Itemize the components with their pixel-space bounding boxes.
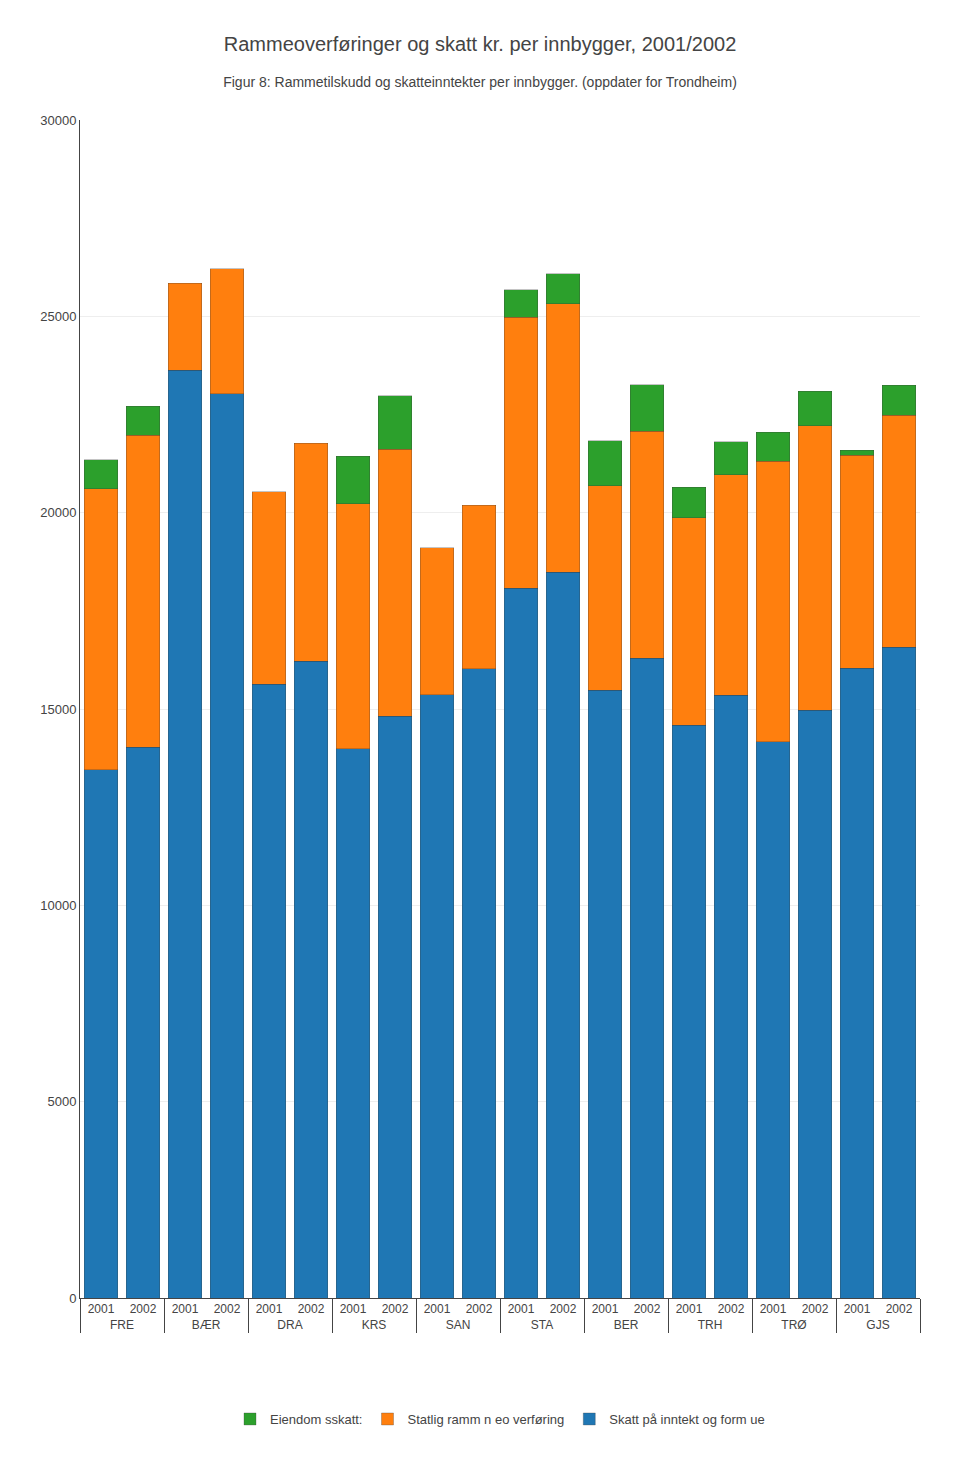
svg-text:2001: 2001: [508, 1302, 535, 1316]
svg-text:2002: 2002: [886, 1302, 913, 1316]
svg-text:2002: 2002: [130, 1302, 157, 1316]
svg-text:15000: 15000: [40, 702, 76, 717]
svg-text:25000: 25000: [40, 309, 76, 324]
svg-text:30000: 30000: [40, 113, 76, 128]
svg-text:STA: STA: [531, 1318, 553, 1332]
svg-text:TRH: TRH: [698, 1318, 723, 1332]
svg-text:2001: 2001: [676, 1302, 703, 1316]
svg-text:2001: 2001: [844, 1302, 871, 1316]
svg-text:TRØ: TRØ: [781, 1318, 806, 1332]
svg-text:2001: 2001: [592, 1302, 619, 1316]
svg-text:2002: 2002: [718, 1302, 745, 1316]
svg-text:2001: 2001: [88, 1302, 115, 1316]
svg-text:2001: 2001: [760, 1302, 787, 1316]
svg-text:BER: BER: [614, 1318, 639, 1332]
svg-text:BÆR: BÆR: [192, 1318, 221, 1332]
svg-text:DRA: DRA: [277, 1318, 302, 1332]
svg-text:GJS: GJS: [866, 1318, 889, 1332]
svg-text:2002: 2002: [214, 1302, 241, 1316]
svg-text:10000: 10000: [40, 898, 76, 913]
svg-text:2002: 2002: [550, 1302, 577, 1316]
svg-text:Statlig ramm n eo verføring: Statlig ramm n eo verføring: [408, 1412, 565, 1427]
svg-text:2001: 2001: [340, 1302, 367, 1316]
svg-text:KRS: KRS: [362, 1318, 387, 1332]
svg-text:2002: 2002: [634, 1302, 661, 1316]
svg-text:Skatt på inntekt og form ue: Skatt på inntekt og form ue: [609, 1412, 764, 1427]
svg-text:2001: 2001: [256, 1302, 283, 1316]
svg-text:5000: 5000: [47, 1094, 76, 1109]
svg-text:2002: 2002: [298, 1302, 325, 1316]
svg-text:SAN: SAN: [446, 1318, 471, 1332]
svg-text:2001: 2001: [424, 1302, 451, 1316]
svg-text:Rammeoverføringer og skatt kr.: Rammeoverføringer og skatt kr. per innby…: [224, 33, 737, 55]
svg-text:20000: 20000: [40, 505, 76, 520]
svg-text:2002: 2002: [802, 1302, 829, 1316]
svg-text:Figur 8: Rammetilskudd og skat: Figur 8: Rammetilskudd og skatteinntekte…: [223, 74, 737, 90]
svg-text:2001: 2001: [172, 1302, 199, 1316]
svg-text:2002: 2002: [466, 1302, 493, 1316]
svg-text:Eiendom sskatt:: Eiendom sskatt:: [270, 1412, 363, 1427]
svg-text:2002: 2002: [382, 1302, 409, 1316]
svg-text:FRE: FRE: [110, 1318, 134, 1332]
svg-text:0: 0: [69, 1291, 76, 1306]
